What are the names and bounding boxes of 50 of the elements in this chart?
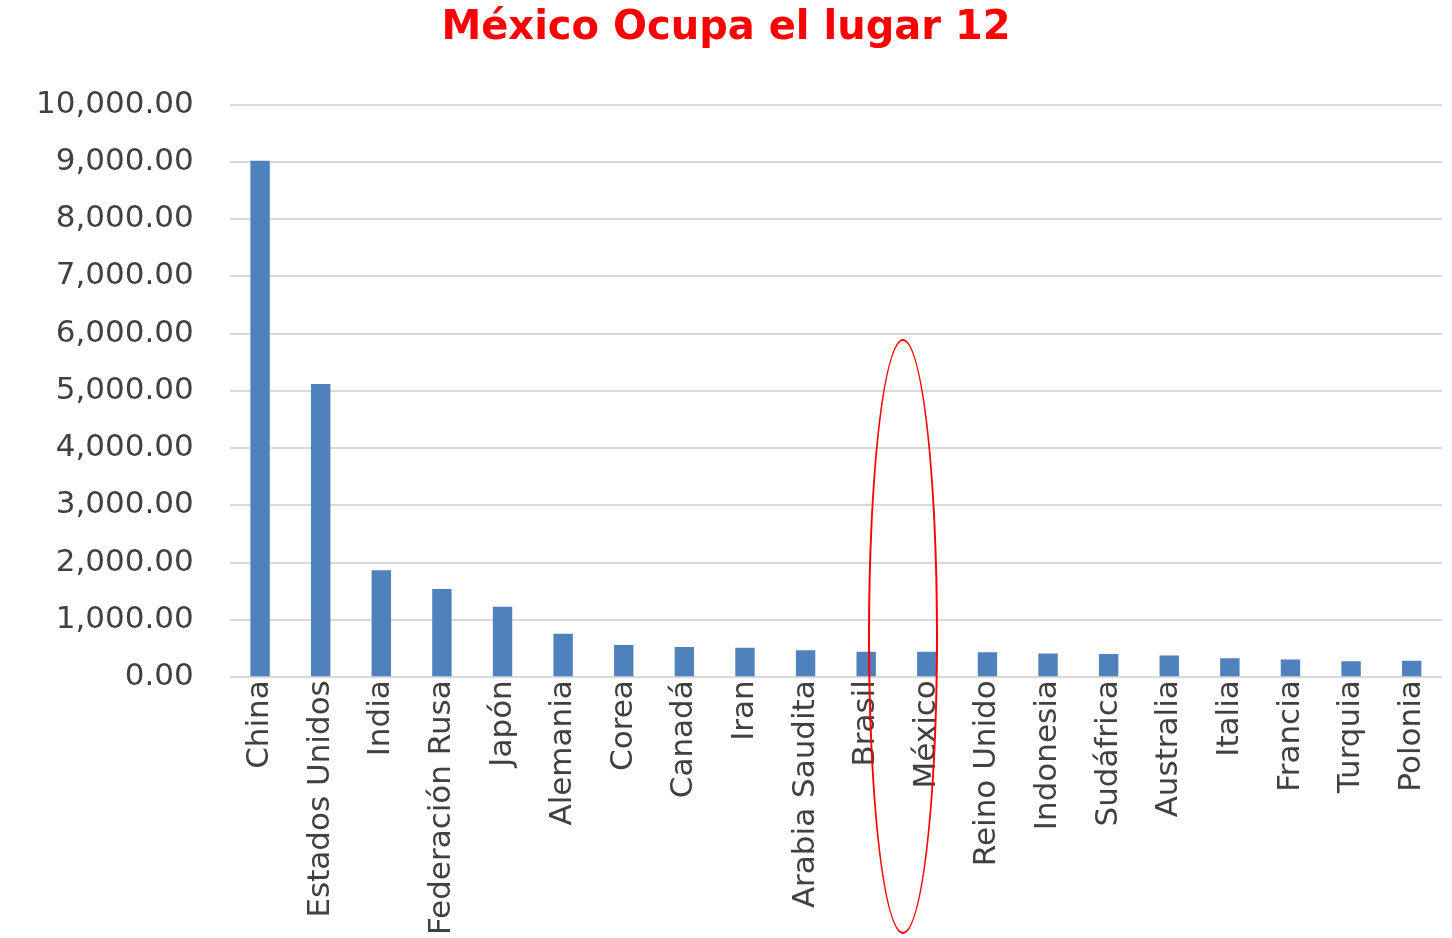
- x-tick-label: México: [905, 680, 942, 789]
- x-tick-label: Canadá: [663, 680, 700, 799]
- x-tick-label: Alemania: [542, 680, 579, 826]
- x-tick-label: Francia: [1269, 680, 1306, 792]
- y-tick-label: 8,000.00: [55, 198, 194, 235]
- bar: [795, 650, 816, 677]
- y-tick-label: 3,000.00: [55, 484, 194, 521]
- bar: [1159, 655, 1179, 677]
- bar: [1098, 654, 1119, 677]
- bar: [310, 384, 331, 677]
- x-tick-label: China: [239, 680, 276, 769]
- bar: [432, 589, 452, 677]
- bar: [553, 633, 573, 677]
- x-tick-label: Corea: [602, 680, 639, 771]
- x-tick-label: Arabia Saudita: [784, 680, 821, 909]
- y-tick-label: 2,000.00: [55, 541, 194, 578]
- y-tick-label: 6,000.00: [55, 312, 194, 349]
- y-tick-label: 10,000.00: [35, 83, 194, 120]
- bar: [371, 570, 391, 677]
- x-tick-label: Turquia: [1330, 680, 1367, 795]
- bar: [492, 606, 513, 677]
- bar: [250, 160, 270, 677]
- x-tick-label: Polonia: [1390, 680, 1427, 792]
- x-tick-label: India: [360, 680, 397, 757]
- bar: [614, 644, 634, 677]
- bar: [674, 646, 695, 677]
- bar: [1402, 660, 1422, 677]
- bar: [1341, 661, 1361, 677]
- y-tick-label: 5,000.00: [55, 369, 194, 406]
- chart-title: México Ocupa el lugar 12: [440, 2, 1012, 48]
- x-tick-label: Australia: [1148, 680, 1185, 818]
- bar: [1220, 658, 1240, 677]
- x-tick-label: Japón: [481, 680, 518, 769]
- bar: [1038, 653, 1058, 677]
- x-tick-label: Estados Unidos: [299, 680, 336, 918]
- x-tick-label: Sudáfrica: [1087, 680, 1124, 827]
- x-tick-label: Federación Rusa: [420, 680, 457, 936]
- bar: [917, 651, 937, 677]
- bar: [735, 647, 755, 677]
- bar: [977, 652, 998, 677]
- bar: [1280, 659, 1301, 677]
- y-tick-label: 7,000.00: [55, 255, 194, 292]
- y-tick-label: 0.00: [124, 656, 194, 693]
- y-tick-label: 1,000.00: [55, 599, 194, 636]
- x-tick-label: Italia: [1208, 680, 1245, 757]
- x-tick-label: Iran: [724, 680, 761, 741]
- x-tick-label: Reino Unido: [966, 680, 1003, 867]
- y-tick-label: 4,000.00: [55, 427, 194, 464]
- x-tick-label: Indonesia: [1027, 680, 1064, 831]
- y-tick-label: 9,000.00: [55, 140, 194, 177]
